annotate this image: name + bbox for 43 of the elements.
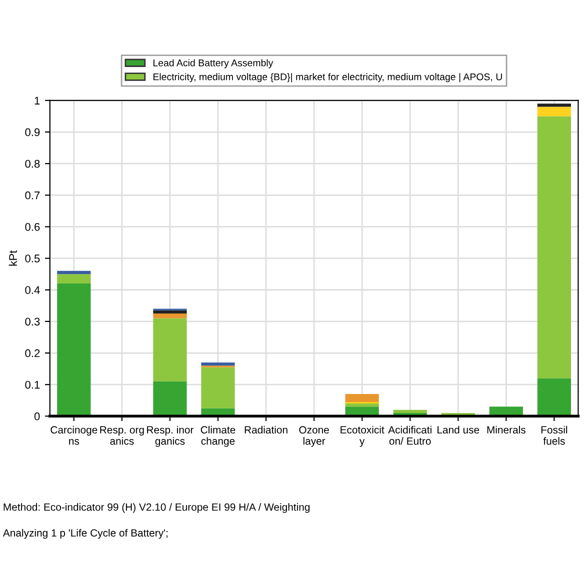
x-tick-label: Acidificati on/ Eutro [388,426,432,445]
bar [57,284,91,416]
bar [153,318,187,382]
x-tick-label: Minerals [487,426,526,434]
text: Analyzing 1 p 'Life Cycle of Battery'; [2,528,168,539]
y-tick-label: 0.8 [25,160,40,168]
bar [537,104,571,107]
x-tick-label: Carcinoge ns [50,426,98,445]
y-tick-label: 0.3 [25,318,40,326]
x-tick-label: Climate change [200,426,236,447]
bar [57,274,91,284]
x-tick-label: Radiation [244,426,288,434]
y-tick-label: 0.7 [25,191,40,200]
bar [201,367,235,408]
y-tick-label: 0.4 [25,286,40,294]
y-tick-label: 0.6 [25,222,40,231]
y-tick-label: 0.9 [25,128,40,136]
x-tick-label: Fossil fuels [541,426,568,445]
bar [393,410,427,413]
y-tick-label: 1 [34,96,40,104]
y-tick-label: 0.2 [25,349,40,358]
bar [201,362,235,366]
bar [537,106,571,116]
bar [153,310,187,314]
text: Method: Eco-indicator 99 (H) V2.10 / Europe EI 99 H/A / Weighting [4,503,310,513]
bar [537,116,571,378]
y-tick-label: 0 [34,412,40,420]
x-tick-label: Ozone layer [299,426,329,447]
legend-label: Electricity, medium voltage {BD}| market for electricity, medium voltage | APOS, U [153,73,502,82]
legend-label: Lead Acid Battery Assembly [153,59,274,68]
bar [345,404,379,407]
x-tick-label: Land use [438,426,480,434]
bar [537,378,571,416]
bar [153,381,187,416]
bar [57,270,91,274]
bar [345,394,379,402]
bar [153,314,187,318]
x-tick-label: Resp. inor ganics [147,426,194,447]
x-tick-label: Resp. org anics [100,426,144,445]
x-tick-label: Ecotoxicit y [340,426,384,447]
y-axis-title: kPt [8,250,17,266]
y-tick-label: 0.1 [25,380,40,389]
y-tick-label: 0.5 [25,254,40,262]
